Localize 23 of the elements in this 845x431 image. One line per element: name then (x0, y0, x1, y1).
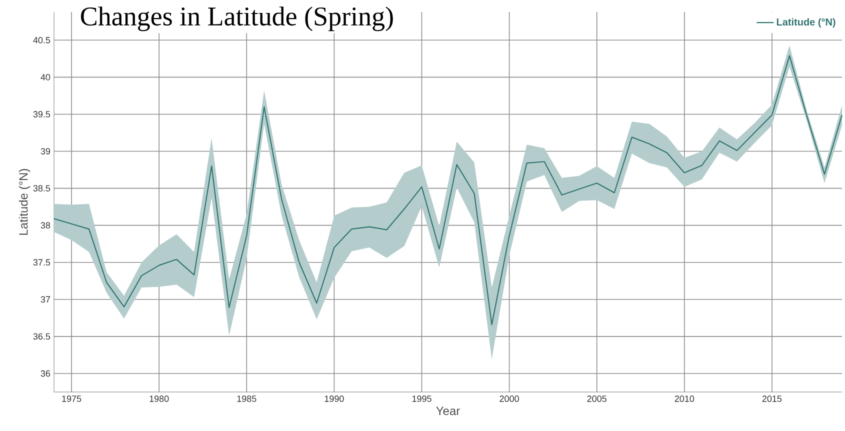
chart-title: Changes in Latitude (Spring) (80, 6, 393, 32)
y-axis-title: Latitude (°N) (18, 169, 30, 235)
y-tick-label: 39.5 (33, 111, 50, 118)
y-tick-label: 40.5 (33, 36, 50, 44)
y-tick-label: 38.5 (33, 185, 50, 192)
x-tick-label: 2000 (500, 396, 519, 402)
x-tick-label: 2005 (587, 396, 606, 402)
y-tick-label: 39 (40, 148, 50, 154)
y-tick-label: 37 (40, 296, 50, 303)
x-tick-label: 1980 (150, 396, 169, 402)
y-tick-label: 36.5 (33, 333, 50, 340)
x-tick-label: 1990 (324, 396, 344, 402)
x-tick-label: 2010 (674, 396, 694, 402)
x-tick-label: 1995 (412, 396, 432, 402)
y-tick-label: 38 (40, 222, 50, 229)
y-tick-label: 36 (40, 370, 50, 377)
x-tick-label: 1975 (62, 396, 82, 402)
x-axis-title: Year (436, 406, 460, 416)
x-tick-label: 2015 (762, 396, 782, 402)
y-tick-label: 37.5 (33, 259, 50, 266)
legend-label: Latitude (°N) (776, 18, 836, 28)
y-tick-label: 40 (40, 74, 50, 80)
x-tick-label: 1985 (237, 396, 256, 402)
